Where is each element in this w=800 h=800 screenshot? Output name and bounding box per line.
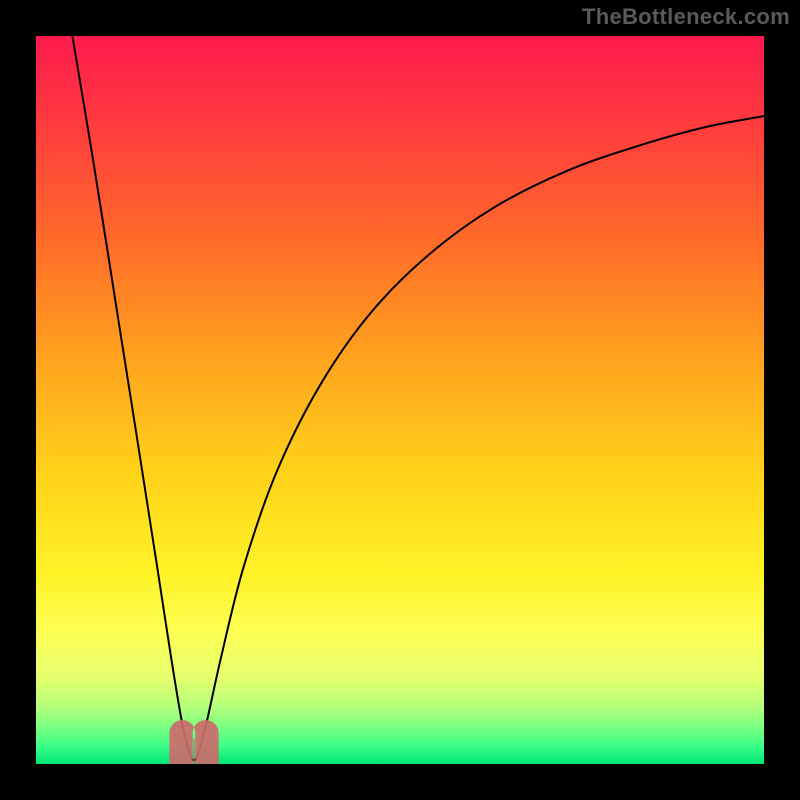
chart-svg — [0, 0, 800, 800]
plot-background-gradient — [36, 36, 764, 764]
watermark-text: TheBottleneck.com — [582, 4, 790, 30]
chart-root: TheBottleneck.com — [0, 0, 800, 800]
